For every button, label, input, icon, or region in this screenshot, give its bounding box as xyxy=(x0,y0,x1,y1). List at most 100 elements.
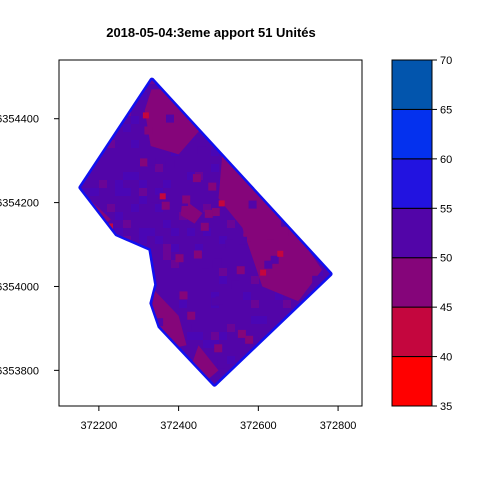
raster-cell xyxy=(123,188,131,196)
raster-cell xyxy=(214,344,223,353)
raster-cell xyxy=(161,201,170,210)
raster-cell xyxy=(83,188,91,196)
raster-cell xyxy=(140,158,148,167)
raster-cell xyxy=(187,311,196,320)
raster-cell xyxy=(243,233,252,242)
legend-swatch xyxy=(391,207,433,259)
raster-cell xyxy=(115,188,123,196)
raster-cell xyxy=(236,266,245,275)
legend-swatch xyxy=(391,257,433,308)
raster-cell xyxy=(259,316,267,324)
raster-cell xyxy=(231,280,240,289)
map-title: 2018-05-04:3eme apport 51 Unités xyxy=(106,25,316,40)
raster-cell xyxy=(219,236,227,244)
raster-cell xyxy=(215,296,224,305)
raster-cell xyxy=(211,208,220,216)
high-rate-zone xyxy=(192,345,219,381)
raster-cell xyxy=(115,228,123,236)
raster-cell xyxy=(131,140,139,148)
color-legend: 35 40 45 50 55 60 65 70 xyxy=(391,55,452,413)
raster-cell xyxy=(204,260,213,268)
raster-cell xyxy=(211,340,219,348)
raster-cell xyxy=(175,254,184,263)
raster-cell xyxy=(227,324,235,332)
raster-cell xyxy=(195,244,203,252)
raster-cell xyxy=(115,212,123,220)
legend-tick-label: 55 xyxy=(440,203,452,215)
raster-cell xyxy=(275,292,283,300)
raster-cell xyxy=(91,188,99,196)
legend-swatch xyxy=(391,306,433,358)
raster-cell xyxy=(283,300,291,308)
raster-cell xyxy=(131,172,139,180)
raster-cell xyxy=(165,160,174,169)
raster-cell xyxy=(203,204,211,212)
hotspot-cell xyxy=(260,269,267,276)
raster-cell xyxy=(227,356,235,364)
legend-swatch xyxy=(391,108,433,160)
y-tick-label: 6354400 xyxy=(0,114,39,126)
raster-cell xyxy=(243,292,251,300)
raster-cell xyxy=(187,228,195,236)
x-tick-label: 372800 xyxy=(320,420,357,432)
raster-cell xyxy=(211,297,220,306)
raster-cell xyxy=(266,231,275,240)
raster-cell xyxy=(166,114,174,123)
legend-tick-label: 65 xyxy=(440,104,452,116)
raster-cell xyxy=(193,250,202,259)
raster-cell xyxy=(270,255,279,264)
hotspot-cell xyxy=(218,200,225,207)
raster-cell xyxy=(131,116,139,124)
raster-cell xyxy=(115,180,123,188)
raster-cell xyxy=(312,275,321,284)
raster-cell xyxy=(203,228,211,236)
raster-cell xyxy=(144,126,153,135)
legend-tick-label: 40 xyxy=(440,352,452,364)
raster-cell xyxy=(239,236,247,245)
raster-cell xyxy=(197,146,206,155)
raster-cell xyxy=(187,172,195,180)
legend-tick-label: 60 xyxy=(440,154,452,166)
raster-cell xyxy=(107,140,115,148)
raster-cell xyxy=(155,318,164,327)
raster-cell xyxy=(171,244,179,252)
raster-cell xyxy=(123,220,131,228)
raster-cell xyxy=(139,196,147,204)
raster-cell xyxy=(211,148,219,156)
raster-cell xyxy=(219,332,227,340)
hotspot-cell xyxy=(142,112,149,119)
x-axis: 372200 372400 372600 372800 xyxy=(81,406,357,432)
raster-cell xyxy=(192,174,201,183)
raster-cell xyxy=(251,316,259,324)
y-tick-label: 6354200 xyxy=(0,198,39,210)
raster-cell xyxy=(171,228,179,236)
raster-cell xyxy=(179,291,188,300)
legend-swatch xyxy=(391,158,433,209)
raster-cell xyxy=(150,194,159,203)
raster-cell xyxy=(204,209,213,218)
y-tick-label: 6353800 xyxy=(0,365,39,377)
raster-cell xyxy=(147,228,155,236)
raster-cell xyxy=(251,276,259,284)
raster-cell xyxy=(99,180,107,188)
raster-cell xyxy=(225,239,234,248)
legend-tick-label: 35 xyxy=(440,401,452,413)
raster-cell xyxy=(219,268,227,276)
raster-cell xyxy=(139,92,147,100)
y-tick-label: 6354000 xyxy=(0,281,39,293)
raster-cell xyxy=(155,164,163,172)
legend-tick-label: 45 xyxy=(440,302,452,314)
raster-cell xyxy=(163,180,171,188)
x-tick-label: 372200 xyxy=(81,420,118,432)
x-tick-label: 372400 xyxy=(160,420,197,432)
raster-cell xyxy=(217,360,226,369)
raster-cell xyxy=(280,228,289,237)
raster-cell xyxy=(245,335,254,344)
raster-cell xyxy=(123,172,131,180)
raster-cell xyxy=(139,188,147,196)
raster-cell xyxy=(251,300,259,308)
raster-cell xyxy=(191,323,200,332)
legend-swatch xyxy=(391,356,433,407)
raster-cell xyxy=(264,260,273,269)
raster-cell xyxy=(155,188,163,196)
